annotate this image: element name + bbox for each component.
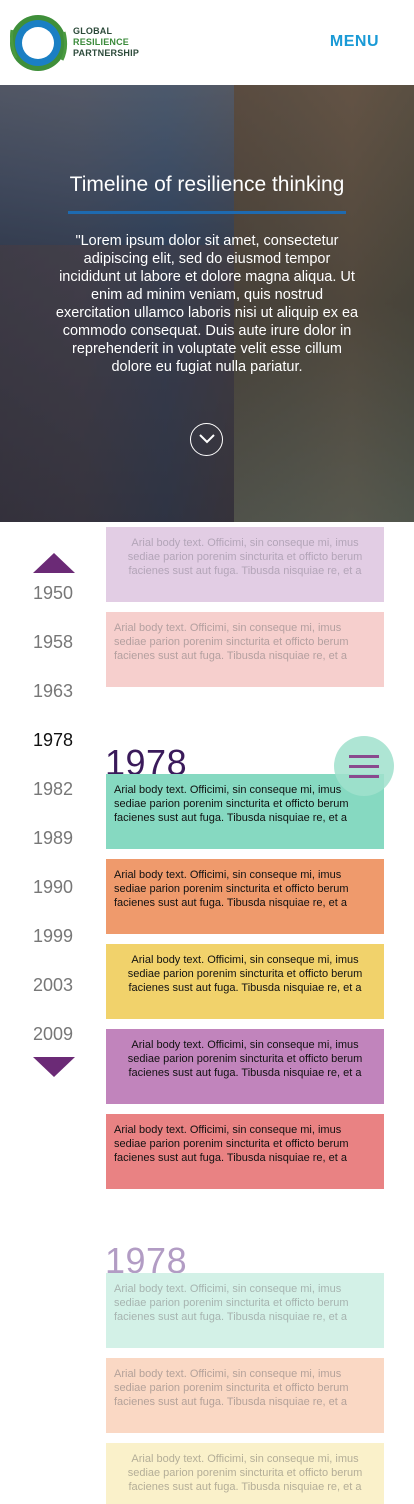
title-underline xyxy=(68,211,346,214)
hamburger-icon-bar xyxy=(349,765,379,768)
hero-banner: Timeline of resilience thinking "Lorem i… xyxy=(0,85,414,522)
logo-line-1: GLOBAL xyxy=(73,26,113,36)
hero-photo-right xyxy=(234,85,414,522)
timeline-card[interactable]: Arial body text. Officimi, sin conseque … xyxy=(106,1114,384,1189)
site-header: GLOBAL RESILIENCE PARTNERSHIP MENU xyxy=(0,0,414,85)
timeline-card[interactable]: Arial body text. Officimi, sin conseque … xyxy=(106,1443,384,1504)
year-1982[interactable]: 1982 xyxy=(32,779,74,799)
hamburger-icon xyxy=(349,755,379,758)
year-1999[interactable]: 1999 xyxy=(32,926,74,946)
year-1978[interactable]: 1978 xyxy=(32,730,74,750)
year-2009[interactable]: 2009 xyxy=(32,1024,74,1044)
arrow-down-icon[interactable] xyxy=(33,1057,75,1077)
menu-button[interactable]: MENU xyxy=(329,33,379,50)
global-resilience-partnership-logo[interactable] xyxy=(8,10,68,76)
logo-line-3: PARTNERSHIP xyxy=(73,48,140,58)
year-1963[interactable]: 1963 xyxy=(32,681,74,701)
year-1989[interactable]: 1989 xyxy=(32,828,74,848)
timeline-card[interactable]: Arial body text. Officimi, sin conseque … xyxy=(106,1273,384,1348)
timeline-card[interactable]: Arial body text. Officimi, sin conseque … xyxy=(106,774,384,849)
logo-line-2: RESILIENCE xyxy=(73,37,130,47)
hero-photo-left-bottom xyxy=(0,245,234,522)
chevron-down-icon xyxy=(199,434,215,444)
logo-text[interactable]: GLOBAL RESILIENCE PARTNERSHIP xyxy=(73,26,139,59)
page-title: Timeline of resilience thinking xyxy=(69,173,345,196)
hero-photo-left-top xyxy=(0,85,234,245)
hamburger-button[interactable] xyxy=(334,736,394,796)
arrow-up-icon[interactable] xyxy=(33,553,75,573)
timeline-card[interactable]: Arial body text. Officimi, sin conseque … xyxy=(106,944,384,1019)
year-1950[interactable]: 1950 xyxy=(32,583,74,603)
year-1958[interactable]: 1958 xyxy=(32,632,74,652)
timeline-card[interactable]: Arial body text. Officimi, sin conseque … xyxy=(106,527,384,602)
scroll-down-button[interactable] xyxy=(190,423,223,456)
year-2003[interactable]: 2003 xyxy=(32,975,74,995)
timeline-card[interactable]: Arial body text. Officimi, sin conseque … xyxy=(106,859,384,934)
timeline-card[interactable]: Arial body text. Officimi, sin conseque … xyxy=(106,612,384,687)
timeline-card[interactable]: Arial body text. Officimi, sin conseque … xyxy=(106,1029,384,1104)
hero-intro-text: "Lorem ipsum dolor sit amet, consectetur… xyxy=(55,233,359,375)
hamburger-icon-bar xyxy=(349,775,379,778)
year-1990[interactable]: 1990 xyxy=(32,877,74,897)
timeline-card[interactable]: Arial body text. Officimi, sin conseque … xyxy=(106,1358,384,1433)
